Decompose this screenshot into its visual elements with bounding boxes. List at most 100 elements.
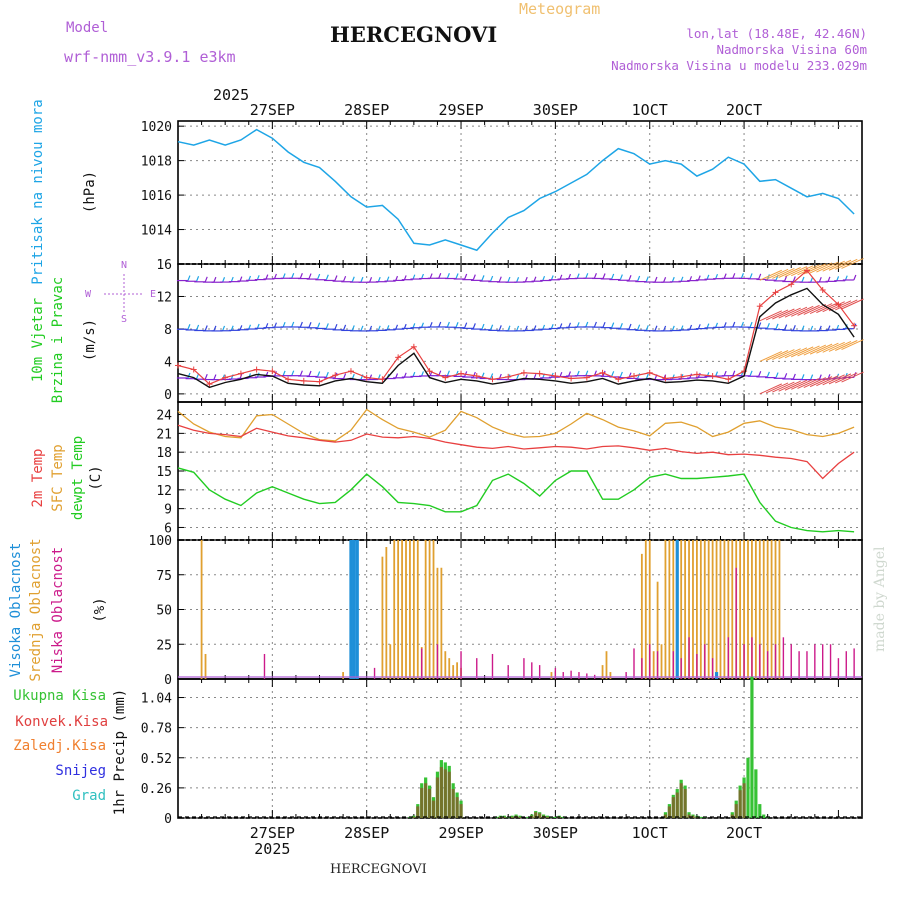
wind-axis-title-1: 10m Vjetar (30, 298, 46, 382)
strong-wind-barb (828, 373, 852, 385)
conv-precip-bar (663, 814, 668, 818)
wind-barb (472, 371, 476, 378)
conv-precip-bar (439, 767, 443, 818)
conv-precip-bar (420, 787, 424, 818)
wind-barb (213, 325, 217, 332)
compass-s: S (121, 314, 127, 325)
wind-barb (749, 370, 753, 377)
wind-barb (308, 322, 312, 328)
wind-barb (343, 324, 347, 331)
conv-precip-bar (518, 816, 522, 818)
wind-barb (766, 322, 770, 329)
conv-precip-bar (502, 816, 506, 818)
date-label-top: 30SEP (533, 101, 578, 119)
y-tick-label: 1016 (141, 189, 172, 204)
conv-precip-bar (730, 814, 734, 818)
conv-precip-bar (427, 789, 432, 818)
wind-barb (464, 273, 468, 280)
conv-precip-bar (459, 804, 463, 818)
y-tick-label: 0 (164, 673, 172, 688)
strong-wind-barb (835, 340, 858, 351)
low-cloud-axis-title: Niska Oblacnost (50, 547, 66, 673)
wind-barb (438, 321, 442, 328)
panel-frame (177, 263, 863, 403)
y-tick-label: 18 (156, 446, 172, 461)
wind-barb (343, 373, 347, 379)
year-label-top: 2025 (213, 86, 249, 104)
compass-w: W (85, 289, 92, 300)
footer-station-name: HERCEGNOVI (330, 862, 427, 877)
wind-barb (446, 321, 450, 328)
date-label-bottom: 2OCT (726, 824, 762, 842)
wind-barb (784, 373, 788, 379)
wind-barb (628, 275, 632, 281)
wind-barb (611, 273, 615, 280)
wind-barb (663, 277, 667, 283)
wind-barb (351, 325, 355, 331)
strong-wind-barb (784, 266, 808, 278)
wind-barb (792, 276, 796, 282)
total-precip-bar (746, 757, 750, 818)
conv-precip-bar (683, 789, 687, 818)
conv-precip-bar (431, 800, 436, 818)
wind-barb (593, 321, 597, 328)
wind-barb (221, 277, 226, 283)
strong-wind-barb (791, 305, 814, 317)
strong-wind-barb (778, 348, 801, 360)
year-label-bottom: 2025 (254, 840, 290, 858)
cloud-axis-unit: (%) (92, 597, 108, 622)
conv-precip-bar (416, 806, 420, 818)
conv-precip-bar (510, 816, 514, 818)
wind-barb (196, 324, 200, 331)
wind-barb (317, 371, 321, 377)
conv-precip-bar (742, 783, 746, 818)
total-precip-bar (754, 769, 758, 818)
y-tick-label: 50 (156, 604, 172, 619)
y-tick-label: 15 (156, 465, 172, 480)
wind-barb (645, 276, 649, 282)
date-label-top: 2OCT (726, 101, 762, 119)
strong-wind-barb (791, 265, 814, 277)
strong-wind-barb (797, 377, 820, 389)
strong-wind-barb (765, 350, 789, 361)
wind-barb (221, 325, 226, 332)
strong-wind-barb (809, 343, 833, 355)
strong-wind-barb (784, 306, 808, 318)
wind-barb (196, 276, 200, 282)
strong-wind-barb (765, 309, 789, 321)
legend-snow: Snijeg (55, 763, 106, 779)
wind-barb (490, 324, 494, 331)
wind-barb (498, 276, 502, 282)
y-tick-label: 0 (164, 812, 172, 827)
wind-barb (481, 323, 485, 330)
total-precip-bar (699, 816, 703, 818)
y-tick-label: 0.78 (141, 722, 172, 737)
strong-wind-barb (816, 375, 839, 387)
strong-wind-barb (835, 258, 858, 270)
strong-wind-barb (822, 260, 845, 272)
wind-barb (291, 321, 295, 328)
wind-barb (619, 371, 623, 378)
y-tick-label: 8 (164, 323, 172, 338)
conv-precip-bar (675, 792, 679, 818)
wind-barb (740, 273, 744, 279)
wind-barb (585, 370, 589, 376)
wind-barb (619, 323, 623, 329)
conv-precip-bar (667, 806, 671, 818)
wind-axis-title-2: Brzina i Pravac (50, 277, 66, 403)
dewpt-axis-title: dewpt Temp (70, 436, 86, 520)
y-tick-label: 6 (164, 521, 172, 536)
page-title: HERCEGNOVI (330, 22, 498, 47)
date-label-top: 29SEP (438, 101, 483, 119)
strong-wind-barb (784, 379, 808, 391)
wind-barb (663, 325, 667, 332)
strong-wind-barb (809, 262, 833, 274)
sfc-temp-axis-title: SFC Temp (50, 444, 66, 511)
strong-wind-barb (841, 339, 864, 351)
total-precip-bar (526, 816, 530, 818)
conv-precip-bar (734, 804, 738, 818)
mid-cloud-axis-title: Srednja Oblacnost (28, 538, 44, 681)
wind-barb (645, 373, 649, 380)
wind-barb (187, 324, 191, 330)
